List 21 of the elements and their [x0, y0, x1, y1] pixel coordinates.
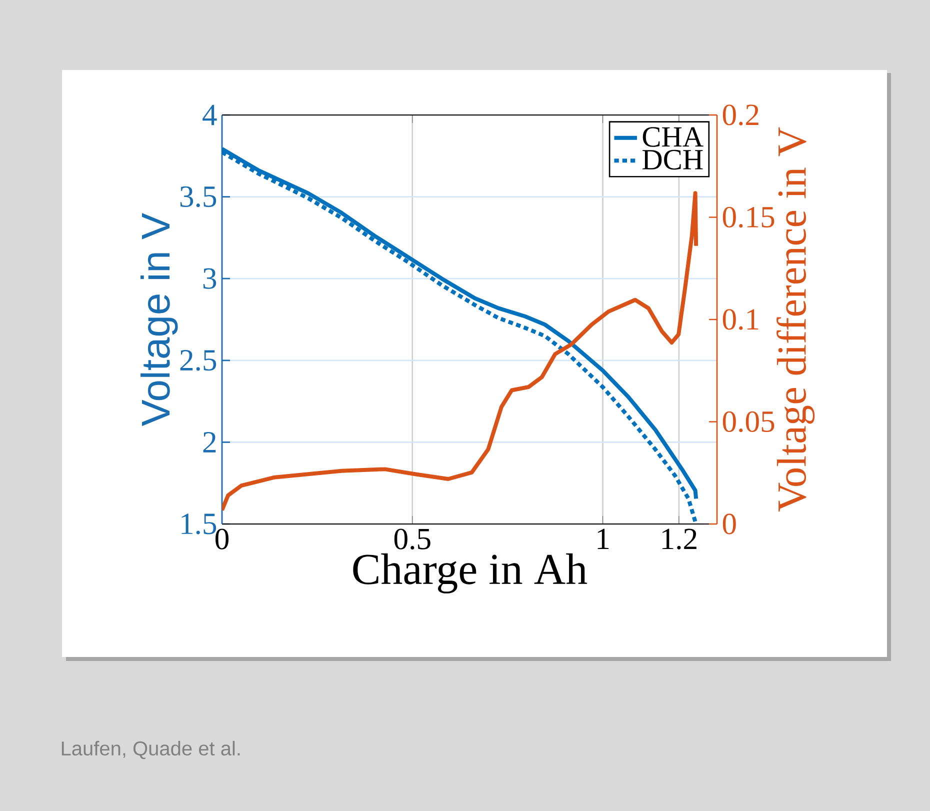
- y-axis-title: Voltage in V: [140, 212, 178, 426]
- y2-tick-label: 0.15: [722, 206, 774, 228]
- y-tick-label: 1.5: [182, 514, 216, 534]
- y2-tick-label: 0: [722, 514, 736, 534]
- text: Laufen, Quade et al.: [62, 740, 240, 760]
- y-tick-label: 3: [203, 268, 216, 289]
- y2-tick-label: 0.1: [722, 309, 758, 330]
- y-tick-label: 2: [203, 432, 216, 452]
- y-tick-label: 3.5: [180, 186, 216, 208]
- x-tick-label: 0: [216, 528, 229, 550]
- y-tick-label: 4: [202, 104, 217, 126]
- y2-tick-label: 0.2: [722, 104, 758, 126]
- x-axis-title: Charge in Ah: [353, 553, 588, 594]
- x-tick-label: 1.2: [662, 528, 696, 550]
- y-tick-label: 2.5: [180, 350, 216, 371]
- y2-axis-title: Voltage difference in V: [776, 127, 815, 512]
- legend-label: CHA: [642, 127, 704, 147]
- y2-tick-label: 0.05: [722, 411, 774, 432]
- legend-label: DCH: [642, 150, 703, 170]
- x-tick-label: 1: [598, 528, 609, 549]
- x-tick-label: 0.5: [394, 528, 430, 550]
